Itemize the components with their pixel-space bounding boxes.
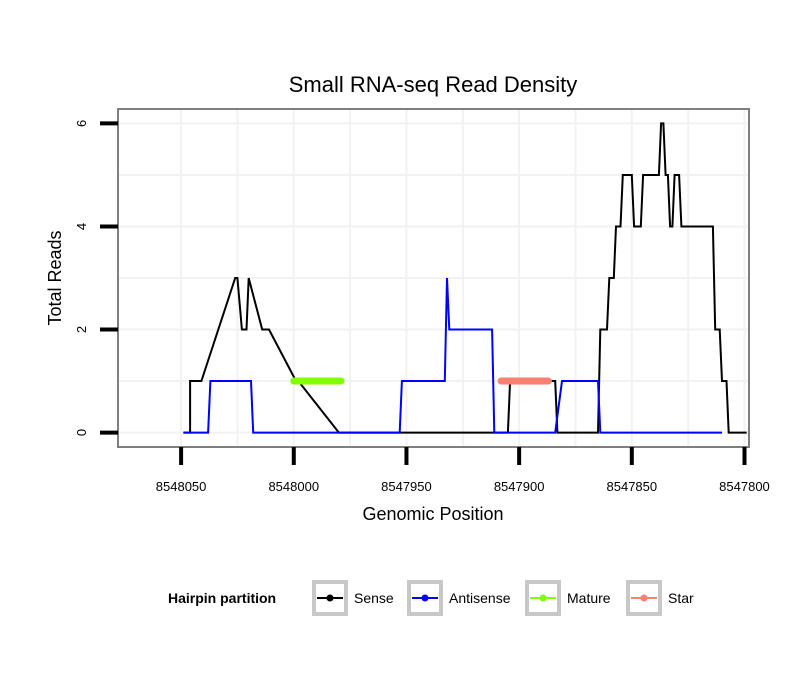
x-axis-title: Genomic Position — [362, 504, 503, 524]
legend-label: Sense — [354, 590, 394, 606]
legend-key-point — [640, 594, 648, 602]
x-tick-label: 8548000 — [268, 479, 319, 494]
legend-item-mature: Mature — [525, 580, 611, 616]
plot-border — [117, 108, 750, 448]
legend-key-point — [326, 594, 334, 602]
chart-title: Small RNA-seq Read Density — [289, 72, 578, 97]
legend-key-point — [539, 594, 547, 602]
y-tick-label: 6 — [74, 120, 89, 127]
series-line-antisense — [183, 277, 722, 434]
x-axis: 8548050 8548000 8547950 8547900 8547850 85478… — [156, 447, 770, 494]
y-tick-label: 0 — [74, 429, 89, 436]
y-tick-label: 4 — [74, 223, 89, 230]
legend-items: Sense Antisense Mature Star — [312, 580, 694, 616]
plot-panel — [117, 108, 750, 448]
x-tick-label: 8547900 — [494, 479, 545, 494]
x-tick-label: 8548050 — [156, 479, 207, 494]
legend-label: Mature — [567, 590, 611, 606]
legend: Hairpin partition Sense Antisense Mature St… — [168, 580, 694, 616]
grid-lines — [118, 109, 749, 447]
legend-label: Antisense — [449, 590, 511, 606]
y-tick-label: 2 — [74, 326, 89, 333]
legend-label: Star — [668, 590, 694, 606]
x-tick-label: 8547850 — [607, 479, 658, 494]
y-axis: 0 2 4 6 — [74, 120, 118, 436]
legend-item-star: Star — [626, 580, 694, 616]
legend-item-sense: Sense — [312, 580, 394, 616]
legend-title: Hairpin partition — [168, 590, 276, 606]
x-tick-label: 8547950 — [381, 479, 432, 494]
x-tick-label: 8547800 — [719, 479, 770, 494]
series-line-sense — [183, 122, 747, 434]
y-axis-title: Total Reads — [45, 230, 65, 325]
legend-key-point — [421, 594, 429, 602]
series-lines — [183, 122, 747, 434]
legend-item-antisense: Antisense — [407, 580, 511, 616]
